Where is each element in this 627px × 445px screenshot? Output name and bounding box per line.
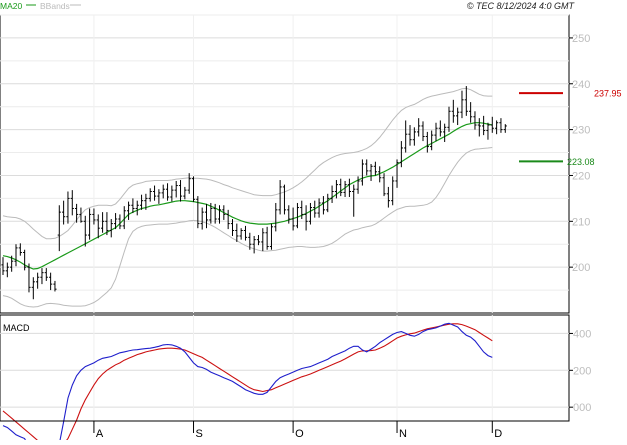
price-y-tick-label: 210 bbox=[572, 216, 590, 228]
legend-bbands-label: BBands bbox=[40, 1, 70, 11]
resistance-label: 237.95 bbox=[594, 89, 622, 99]
macd-line bbox=[2, 322, 493, 445]
macd-series-lines bbox=[2, 322, 493, 445]
price-gridlines bbox=[0, 14, 569, 313]
support-marker: 223.08 bbox=[519, 157, 595, 167]
resistance-marker: 237.95 bbox=[519, 89, 622, 99]
x-axis-tick-label: S bbox=[196, 428, 203, 440]
price-y-tick-label: 250 bbox=[572, 33, 590, 45]
x-axis-tick-label: D bbox=[494, 428, 502, 440]
price-y-tick-label: 230 bbox=[572, 125, 590, 137]
macd-panel bbox=[0, 314, 570, 422]
price-y-tick-label: 240 bbox=[572, 79, 590, 91]
macd-gridlines bbox=[0, 315, 569, 421]
x-axis-tick-label: N bbox=[399, 428, 407, 440]
macd-y-tick-label: 000 bbox=[573, 402, 591, 414]
ma20-line bbox=[2, 122, 493, 270]
bbands-lower-line bbox=[2, 147, 493, 308]
x-axis-tick-label: A bbox=[96, 428, 104, 440]
bbands-upper-line bbox=[2, 87, 493, 240]
chart-legend: MA20 BBands bbox=[0, 1, 81, 11]
macd-signal-line bbox=[2, 323, 493, 445]
macd-title: MACD bbox=[3, 323, 30, 333]
macd-y-tick-label: 200 bbox=[573, 365, 591, 377]
price-panel bbox=[0, 14, 570, 314]
x-axis-tick-label: O bbox=[295, 428, 304, 440]
macd-y-axis: 000 200 400 bbox=[569, 328, 591, 414]
price-y-tick-label: 220 bbox=[572, 170, 590, 182]
macd-y-tick-label: 400 bbox=[573, 328, 591, 340]
copyright-text: © TEC 8/12/2024 4:0 GMT bbox=[467, 1, 576, 11]
price-y-tick-label: 200 bbox=[572, 262, 590, 274]
legend-ma20-label: MA20 bbox=[0, 1, 22, 11]
price-y-axis: 200 210 220 230 240 250 bbox=[569, 33, 590, 274]
price-indicator-lines bbox=[2, 87, 493, 308]
price-bars bbox=[1, 86, 507, 300]
support-label: 223.08 bbox=[567, 157, 595, 167]
